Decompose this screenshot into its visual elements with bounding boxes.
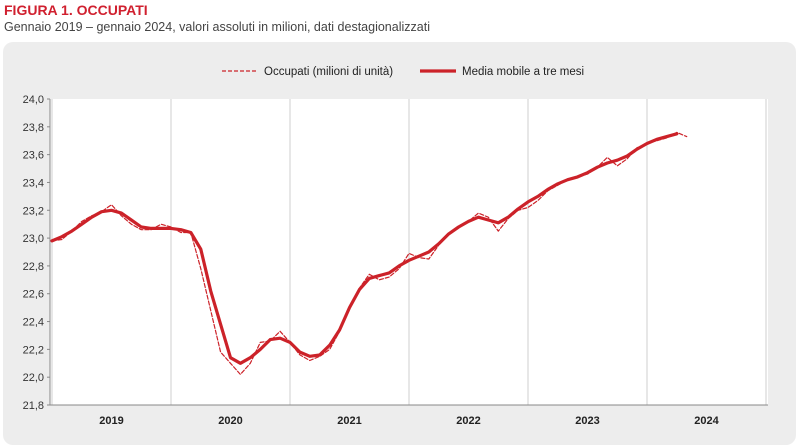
y-tick-label: 23,2 [23,205,44,217]
y-tick-label: 24,0 [23,94,44,106]
x-tick-label: 2019 [99,415,123,427]
y-axis: 24,0 23,8 23,6 23,4 23,2 23,0 22,8 22,6 22,4 22,2… [23,94,50,412]
y-tick-label: 21,8 [23,400,44,412]
figure-subtitle: Gennaio 2019 – gennaio 2024, valori asso… [4,20,430,34]
y-tick-label: 22,8 [23,261,44,273]
x-tick-label: 2024 [694,415,719,427]
y-tick-label: 23,8 [23,122,44,134]
legend-label-occupati: Occupati (milioni di unità) [264,66,393,78]
figure-label: FIGURA 1. [4,2,73,18]
legend-label-media-mobile: Media mobile a tre mesi [462,66,584,78]
y-tick-label: 22,4 [23,317,44,329]
figure-title: FIGURA 1. OCCUPATI [4,2,148,18]
x-tick-label: 2022 [456,415,480,427]
x-tick-label: 2020 [218,415,242,427]
figure-name: OCCUPATI [76,2,148,18]
x-axis: 2019 2020 2021 2022 2023 2024 [99,415,719,427]
y-tick-label: 23,4 [23,177,44,189]
y-tick-label: 23,0 [23,233,44,245]
x-tick-label: 2023 [575,415,599,427]
y-tick-label: 23,6 [23,150,44,162]
series-line-media-mobile [50,132,679,365]
x-tick-label: 2021 [337,415,361,427]
series-lines [50,131,688,375]
legend: Occupati (milioni di unità) Media mobile… [222,66,584,78]
y-tick-label: 22,6 [23,289,44,301]
grid-lines [49,99,768,406]
y-tick-label: 22,2 [23,344,44,356]
y-tick-label: 22,0 [23,372,44,384]
